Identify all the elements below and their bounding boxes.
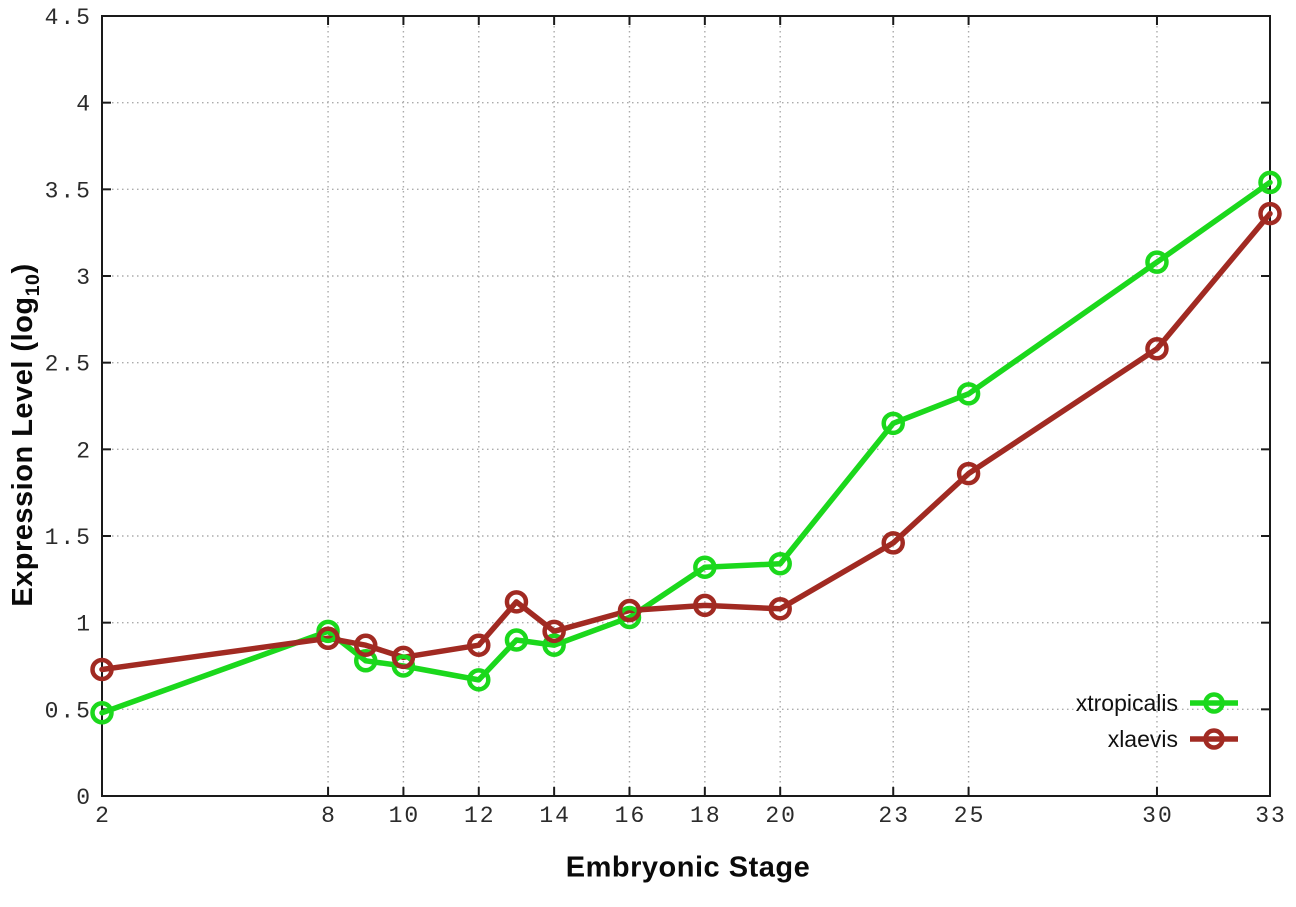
- data-point-marker: [353, 649, 378, 673]
- data-point-marker: [1145, 337, 1169, 361]
- legend: xtropicalis xlaevis: [1076, 688, 1240, 754]
- data-point-marker: [693, 555, 717, 579]
- y-tick-label: 4.5: [45, 5, 92, 31]
- data-point-marker: [467, 633, 491, 657]
- data-point-marker: [617, 605, 642, 630]
- tick-labels: 2 8 10 12 14 16 18 20 23 25 30 33 0 0.5 1 1.5 2 2.5 3 3.5 4 4…: [45, 5, 1287, 829]
- y-tick-label: 3.5: [45, 178, 92, 204]
- series-line-xlaevis: [99, 210, 1273, 673]
- x-tick-label: 25: [954, 803, 986, 829]
- plot-frame: [101, 15, 1271, 797]
- x-tick-label: 2: [95, 803, 111, 829]
- data-point-marker: [617, 598, 642, 623]
- x-tick-label: 12: [464, 803, 496, 829]
- x-tick-label: 10: [389, 803, 421, 829]
- legend-label-xlaevis: xlaevis: [1107, 726, 1178, 752]
- data-point-marker: [504, 590, 529, 614]
- data-point-marker: [1258, 201, 1282, 226]
- data-point-marker: [542, 619, 566, 644]
- legend-sample-xtropicalis-icon: [1190, 692, 1238, 714]
- data-point-marker: [881, 411, 905, 436]
- y-tick-label: 1: [76, 612, 92, 638]
- x-tick-label: 33: [1255, 803, 1287, 829]
- y-tick-label: 2: [76, 438, 92, 464]
- data-point-marker: [1258, 170, 1282, 195]
- x-axis-title: Embryonic Stage: [565, 851, 811, 884]
- data-point-marker: [504, 628, 529, 652]
- data-point-marker: [956, 382, 981, 406]
- data-point-marker: [353, 633, 378, 657]
- series-markers-xtropicalis: [90, 170, 1282, 725]
- data-point-marker: [881, 531, 905, 555]
- series-markers-xlaevis: [90, 201, 1282, 682]
- data-point-marker: [391, 645, 416, 670]
- y-axis-title: Expression Level (log10): [7, 263, 44, 607]
- tick-marks: [101, 15, 1271, 797]
- data-point-marker: [1145, 250, 1169, 274]
- data-point-marker: [693, 593, 717, 618]
- data-point-marker: [956, 461, 981, 486]
- x-tick-label: 16: [615, 803, 647, 829]
- y-tick-label: 4: [76, 92, 92, 118]
- data-point-marker: [391, 654, 416, 678]
- y-tick-label: 0: [76, 785, 92, 811]
- data-point-marker: [542, 633, 566, 657]
- x-tick-label: 20: [765, 803, 797, 829]
- legend-item-xlaevis: xlaevis: [1108, 724, 1240, 754]
- data-point-marker: [467, 668, 491, 692]
- data-point-marker: [768, 597, 792, 621]
- x-tick-label: 23: [878, 803, 910, 829]
- legend-label-xtropicalis: xtropicalis: [1075, 690, 1178, 716]
- y-tick-label: 1.5: [45, 525, 92, 551]
- x-tick-label: 8: [321, 803, 337, 829]
- gridlines: [102, 16, 1270, 796]
- y-tick-label: 3: [76, 265, 92, 291]
- legend-item-xtropicalis: xtropicalis: [1076, 688, 1240, 718]
- data-point-marker: [768, 551, 792, 576]
- x-tick-label: 30: [1142, 803, 1174, 829]
- data-point-marker: [316, 619, 340, 644]
- series-line-xtropicalis: [99, 179, 1273, 716]
- legend-sample-xlaevis-icon: [1190, 728, 1238, 750]
- x-tick-label: 18: [690, 803, 722, 829]
- data-point-marker: [90, 701, 114, 725]
- y-tick-label: 2.5: [45, 352, 92, 378]
- data-point-marker: [316, 626, 340, 651]
- y-tick-label: 0.5: [45, 698, 92, 724]
- x-tick-label: 14: [539, 803, 571, 829]
- data-point-marker: [90, 657, 114, 682]
